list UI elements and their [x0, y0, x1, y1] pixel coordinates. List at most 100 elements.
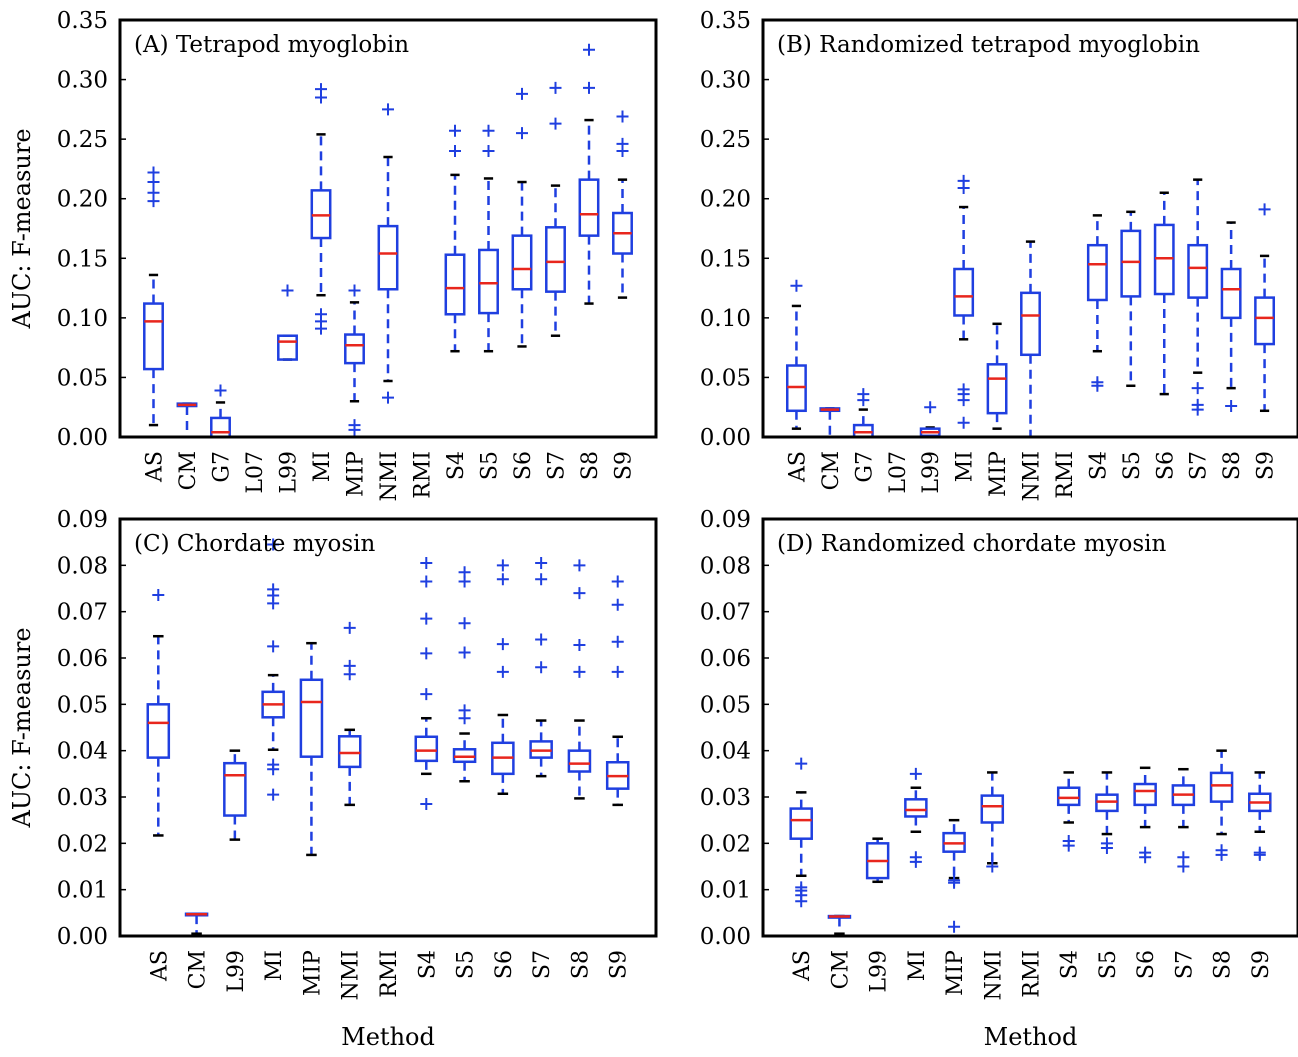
box-AS — [789, 757, 813, 908]
box-S5 — [478, 124, 499, 353]
panel-title: (C) Chordate myosin — [134, 531, 376, 557]
y-tick-label: 0.20 — [57, 187, 108, 213]
box-iqr — [444, 253, 466, 316]
box-CM — [819, 407, 841, 439]
category-label: S7 — [1172, 950, 1197, 979]
flier-point — [549, 81, 562, 94]
box-G7 — [852, 388, 874, 439]
category-label: CM — [819, 451, 844, 490]
panel-4: 0.00 0.01 0.02 0.03 0.04 0.05 0.06 0.07 0.08 0.09… — [700, 507, 1298, 1051]
flier-point — [348, 284, 361, 297]
panel-1: 0.00 0.05 0.10 0.15 0.20 0.25 0.30 0.35 AS CM G7 L0… — [8, 8, 658, 501]
y-tick-label: 0.15 — [57, 246, 108, 272]
flier-point — [348, 419, 361, 432]
y-tick-label: 0.05 — [57, 365, 108, 391]
flier-point — [420, 575, 433, 588]
flier-point — [147, 166, 160, 179]
category-label: L99 — [919, 451, 944, 494]
y-tick-label: 0.30 — [700, 68, 751, 94]
box-iqr — [377, 224, 399, 291]
x-axis-label: Method — [341, 1023, 435, 1051]
box-iqr — [1187, 243, 1209, 299]
y-tick-label: 0.07 — [700, 600, 751, 626]
box-AS — [143, 166, 164, 427]
flier-point — [957, 416, 970, 429]
flier-point — [957, 383, 970, 396]
flier-point — [583, 43, 595, 56]
flier-point — [1177, 851, 1190, 864]
flier-point — [420, 557, 433, 570]
category-label: S5 — [478, 451, 503, 480]
category-label: RMI — [411, 451, 436, 499]
box-L99 — [277, 284, 298, 361]
box-NMI — [377, 103, 399, 404]
category-label: NMI — [377, 451, 402, 501]
box-iqr — [277, 334, 298, 361]
flier-point — [496, 559, 509, 572]
box-iqr — [567, 749, 592, 773]
flier-point — [948, 874, 961, 887]
box-S9 — [612, 110, 633, 299]
flier-point — [535, 573, 548, 586]
flier-point — [924, 401, 937, 414]
flier-point — [482, 145, 495, 158]
category-label: L99 — [867, 950, 892, 993]
y-tick-label: 0.05 — [700, 365, 751, 391]
box-iqr — [545, 226, 566, 293]
y-tick-label: 0.09 — [57, 507, 108, 533]
y-tick-label: 0.08 — [57, 553, 108, 579]
flier-point — [573, 665, 586, 678]
category-label: RMI — [1053, 451, 1078, 499]
y-tick-label: 0.00 — [700, 425, 751, 451]
y-tick-label: 0.01 — [700, 878, 751, 904]
flier-point — [795, 881, 808, 894]
box-CM — [184, 912, 209, 935]
category-label: S9 — [1249, 950, 1274, 979]
box-S8 — [578, 43, 600, 305]
y-tick-label: 0.01 — [57, 878, 108, 904]
flier-point — [267, 788, 280, 801]
category-label: AS — [785, 451, 810, 483]
flier-point — [496, 665, 509, 678]
y-tick-label: 0.04 — [700, 739, 751, 765]
flier-point — [1139, 846, 1152, 859]
y-tick-label: 0.00 — [57, 924, 108, 950]
box-S6 — [491, 559, 515, 796]
category-label: CM — [176, 451, 201, 490]
box-L99 — [865, 837, 890, 884]
flier-point — [315, 308, 327, 321]
box-iqr — [1120, 229, 1142, 298]
flier-point — [573, 587, 586, 600]
y-tick-label: 0.30 — [57, 68, 108, 94]
flier-point — [790, 279, 803, 292]
box-MI — [261, 538, 285, 801]
flier-point — [1091, 376, 1104, 389]
flier-point — [382, 103, 394, 116]
category-label: S4 — [415, 950, 440, 979]
box-S4 — [414, 557, 439, 810]
category-label: S6 — [1134, 950, 1159, 979]
category-label: S4 — [444, 451, 469, 480]
box-iqr — [344, 333, 365, 365]
flier-point — [516, 127, 528, 140]
y-tick-label: 0.02 — [57, 831, 108, 857]
flier-point — [152, 588, 165, 601]
y-tick-label: 0.09 — [700, 507, 751, 533]
y-tick-label: 0.03 — [700, 785, 751, 811]
flier-point — [281, 284, 294, 297]
category-label: S9 — [1254, 451, 1279, 480]
y-tick-label: 0.05 — [57, 692, 108, 718]
y-tick-label: 0.10 — [700, 306, 751, 332]
flier-point — [267, 640, 280, 653]
box-S8 — [1209, 749, 1234, 861]
flier-point — [1191, 382, 1204, 395]
box-MIP — [986, 322, 1008, 430]
y-tick-label: 0.05 — [700, 692, 751, 718]
flier-point — [458, 704, 471, 717]
x-axis-label: Method — [984, 1023, 1078, 1051]
box-iqr — [1020, 291, 1041, 357]
category-label: L99 — [224, 950, 249, 993]
box-iqr — [1133, 782, 1157, 807]
box-MIP — [344, 284, 365, 436]
flier-point — [795, 757, 808, 770]
